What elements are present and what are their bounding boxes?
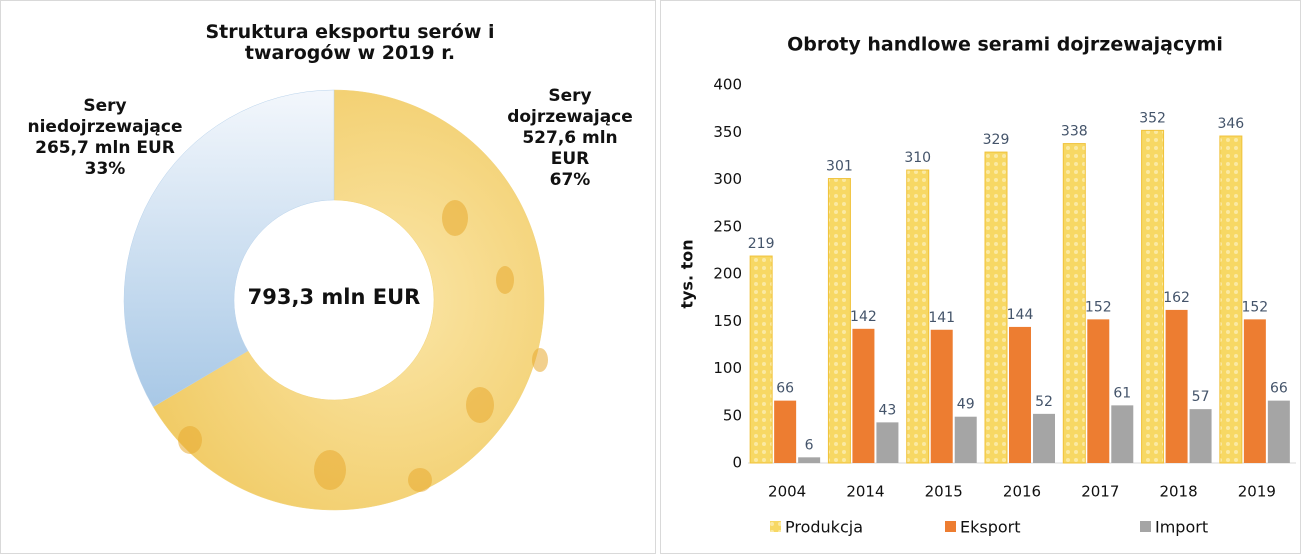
- legend-label: Produkcja: [785, 518, 863, 537]
- bar: [954, 416, 977, 463]
- y-tick-label: 250: [713, 217, 742, 235]
- x-tick-label: 2004: [768, 483, 806, 501]
- bar: [876, 422, 899, 463]
- bar: [798, 457, 821, 463]
- bar: [1141, 129, 1165, 464]
- value-label: 265,7 mln EUR: [35, 138, 175, 158]
- cheese-hole: [466, 387, 494, 423]
- y-tick-label: 50: [723, 406, 742, 424]
- cheese-hole: [496, 266, 514, 294]
- y-tick-label: 300: [713, 170, 742, 188]
- category-label: Sery dojrzewające: [507, 86, 633, 127]
- data-label: 329: [983, 132, 1010, 148]
- data-label: 152: [1241, 299, 1268, 315]
- bar: [827, 178, 851, 464]
- y-tick-label: 200: [713, 265, 742, 283]
- y-tick-label: 150: [713, 312, 742, 330]
- data-label: 219: [748, 236, 775, 252]
- bar: [984, 151, 1008, 464]
- bar: [852, 328, 875, 463]
- cheese-hole: [314, 450, 346, 490]
- data-label: 43: [879, 402, 897, 418]
- bar: [774, 400, 797, 463]
- data-label: 66: [1270, 381, 1288, 397]
- cheese-hole: [532, 348, 548, 372]
- bar: [1189, 409, 1212, 463]
- donut-slice: [123, 89, 335, 408]
- cheese-hole: [408, 468, 432, 492]
- legend-swatch: [770, 521, 781, 532]
- legend-label: Import: [1155, 518, 1208, 537]
- data-label: 338: [1061, 124, 1088, 140]
- bar: [1165, 309, 1188, 463]
- bar: [1087, 319, 1110, 463]
- data-label: 6: [805, 437, 814, 453]
- slice-label: Sery dojrzewające 527,6 mln EUR 67%: [500, 86, 640, 191]
- data-label: 57: [1192, 389, 1210, 405]
- data-label: 141: [928, 310, 955, 326]
- y-tick-label: 100: [713, 359, 742, 377]
- data-label: 310: [904, 150, 931, 166]
- legend-label: Eksport: [960, 518, 1021, 537]
- y-tick-label: 400: [713, 76, 742, 94]
- donut-slice: [152, 89, 545, 511]
- y-tick-label: 0: [732, 454, 742, 472]
- legend-swatch: [1140, 521, 1151, 532]
- data-label: 144: [1007, 307, 1034, 323]
- share-label: 33%: [84, 159, 126, 179]
- data-label: 142: [850, 309, 877, 325]
- bar: [1219, 135, 1243, 464]
- x-tick-label: 2017: [1081, 483, 1119, 501]
- center-label: 793,3 mln EUR: [247, 285, 421, 309]
- chart-title: Struktura eksportu serów i twarogów w 20…: [205, 21, 495, 64]
- data-label: 152: [1085, 299, 1112, 315]
- share-label: 67%: [549, 170, 591, 190]
- bar: [1062, 143, 1086, 464]
- legend-swatch: [945, 521, 956, 532]
- value-label: 527,6 mln EUR: [522, 128, 618, 169]
- bar: [1243, 319, 1266, 463]
- x-tick-label: 2016: [1003, 483, 1041, 501]
- data-label: 52: [1035, 394, 1053, 410]
- bar: [906, 169, 930, 464]
- cheese-hole: [442, 200, 468, 236]
- category-label: Sery niedojrzewające: [27, 96, 183, 137]
- bar: [1111, 405, 1134, 463]
- bar: [930, 329, 953, 463]
- data-label: 301: [826, 159, 853, 175]
- bar: [1009, 326, 1031, 463]
- y-tick-label: 350: [713, 123, 742, 141]
- x-tick-label: 2015: [925, 483, 963, 501]
- x-tick-label: 2018: [1159, 483, 1197, 501]
- cheese-hole: [178, 426, 202, 454]
- x-tick-label: 2014: [846, 483, 884, 501]
- data-label: 49: [957, 397, 975, 413]
- slice-label: Sery niedojrzewające 265,7 mln EUR 33%: [10, 96, 200, 180]
- data-label: 162: [1163, 290, 1190, 306]
- data-label: 352: [1139, 110, 1166, 126]
- bar: [749, 255, 773, 464]
- bar: [1267, 400, 1290, 463]
- bar: [1033, 413, 1055, 463]
- data-label: 66: [776, 381, 794, 397]
- chart-title: Obroty handlowe serami dojrzewającymi: [787, 34, 1223, 56]
- data-label: 61: [1113, 385, 1131, 401]
- data-label: 346: [1217, 116, 1244, 132]
- y-axis-label: tys. ton: [678, 239, 697, 308]
- x-tick-label: 2019: [1238, 483, 1276, 501]
